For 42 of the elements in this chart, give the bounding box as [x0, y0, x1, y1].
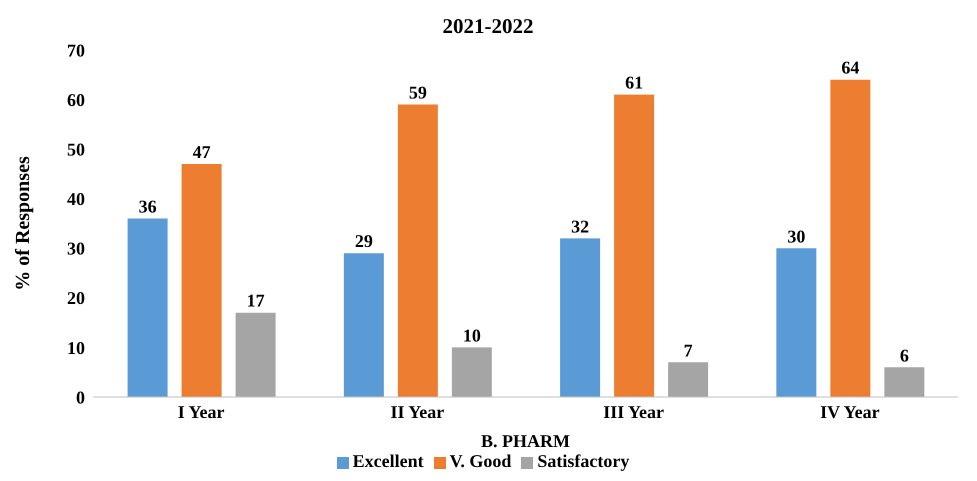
y-tick-label: 50	[67, 140, 85, 160]
x-tick-label: II Year	[390, 402, 444, 422]
bar	[398, 104, 438, 397]
data-label: 30	[787, 226, 806, 246]
data-label: 36	[138, 196, 157, 217]
y-tick-label: 0	[76, 387, 85, 408]
data-label: 32	[571, 216, 590, 236]
bar	[668, 362, 708, 397]
x-tick-label: IV Year	[820, 402, 880, 422]
bar	[344, 253, 384, 397]
bar	[884, 367, 924, 397]
data-label: 17	[246, 290, 265, 311]
bar	[128, 218, 168, 397]
data-label: 29	[354, 231, 373, 252]
x-tick-label: I Year	[178, 402, 225, 422]
y-axis-title: % of Responses	[12, 156, 34, 291]
y-tick-label: 30	[67, 238, 85, 259]
y-tick-label: 70	[67, 40, 85, 60]
x-axis-title: B. PHARM	[481, 431, 570, 451]
y-tick-label: 10	[67, 338, 85, 358]
legend-label: V. Good	[450, 451, 512, 471]
legend-label: Excellent	[352, 451, 424, 471]
bar	[830, 80, 870, 397]
bar	[614, 94, 654, 397]
y-tick-label: 40	[67, 189, 85, 210]
data-label: 7	[684, 340, 693, 360]
data-label: 6	[900, 345, 909, 366]
bar	[452, 347, 492, 397]
y-tick-label: 60	[67, 90, 85, 110]
legend-label: Satisfactory	[537, 451, 630, 471]
bar	[182, 164, 222, 397]
data-label: 64	[841, 58, 860, 78]
data-label: 61	[625, 72, 644, 93]
bar	[560, 238, 600, 397]
bar	[236, 312, 276, 397]
y-tick-label: 20	[67, 288, 85, 308]
data-label: 47	[192, 142, 211, 162]
data-label: 59	[408, 82, 427, 103]
data-label: 10	[462, 325, 481, 346]
x-tick-label: III Year	[603, 402, 664, 422]
bar	[776, 248, 816, 397]
chart-title: 2021-2022	[442, 14, 534, 38]
